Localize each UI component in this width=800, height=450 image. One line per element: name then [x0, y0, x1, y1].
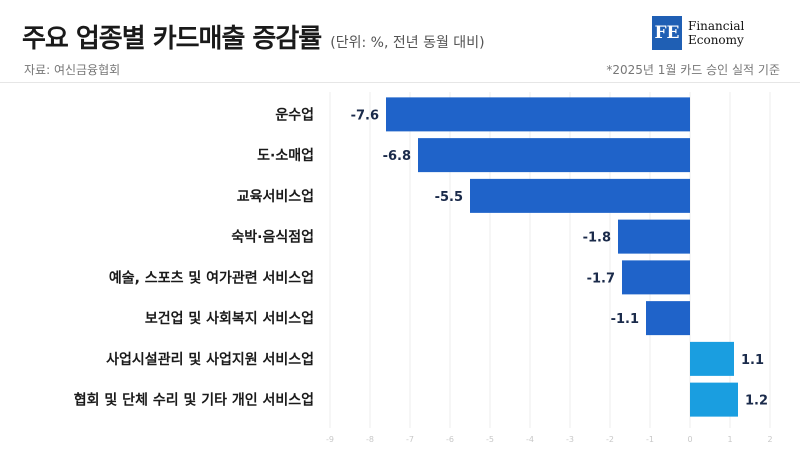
category-label: 도·소매업: [257, 148, 314, 164]
value-label: -7.6: [351, 108, 379, 123]
category-label: 사업시설관리 및 사업지원 서비스업: [106, 351, 314, 368]
value-label: -1.1: [611, 312, 639, 327]
header-divider: [0, 82, 800, 83]
value-label: 1.1: [741, 353, 764, 368]
x-tick-label: -3: [566, 435, 574, 444]
value-label: -1.7: [587, 271, 615, 286]
category-label: 보건업 및 사회복지 서비스업: [145, 310, 314, 327]
bar: [618, 219, 690, 254]
x-tick-label: -2: [606, 435, 614, 444]
logo-mark: FE: [652, 16, 682, 50]
logo-line2: Economy: [688, 33, 744, 47]
publisher-logo: FE Financial Economy: [652, 16, 744, 50]
category-label: 예술, 스포츠 및 여가관련 서비스업: [109, 269, 314, 286]
category-label: 숙박·음식점업: [231, 229, 314, 246]
title-row: 주요 업종별 카드매출 증감률 (단위: %, 전년 동월 대비): [22, 18, 485, 55]
logo-text: Financial Economy: [688, 19, 744, 47]
value-label: -6.8: [383, 149, 411, 164]
x-tick-label: 1: [727, 435, 732, 444]
chart-title: 주요 업종별 카드매출 증감률: [22, 24, 322, 54]
x-tick-label: -4: [526, 435, 534, 444]
x-tick-label: -6: [446, 435, 454, 444]
category-label: 운수업: [275, 107, 314, 123]
value-label: -1.8: [583, 231, 611, 246]
x-tick-label: 2: [767, 435, 772, 444]
category-label: 교육서비스업: [237, 189, 314, 205]
unit-note: (단위: %, 전년 동월 대비): [330, 35, 485, 51]
value-label: 1.2: [745, 394, 768, 409]
logo-line1: Financial: [688, 19, 745, 33]
x-tick-label: -1: [646, 435, 654, 444]
bar: [386, 97, 690, 132]
x-tick-label: 0: [687, 435, 692, 444]
basis-note: *2025년 1월 카드 승인 실적 기준: [606, 63, 780, 77]
category-label: 협회 및 단체 수리 및 기타 개인 서비스업: [74, 392, 314, 409]
bar: [418, 138, 690, 173]
source-note: 자료: 여신금융협회: [24, 63, 121, 77]
bar: [622, 260, 690, 295]
x-tick-label: -7: [406, 435, 414, 444]
bar: [690, 341, 734, 376]
bar: [646, 301, 690, 336]
bar: [470, 178, 690, 213]
x-tick-label: -9: [326, 435, 334, 444]
x-tick-label: -8: [366, 435, 374, 444]
value-label: -5.5: [435, 190, 463, 205]
bar: [690, 382, 738, 417]
x-tick-label: -5: [486, 435, 494, 444]
